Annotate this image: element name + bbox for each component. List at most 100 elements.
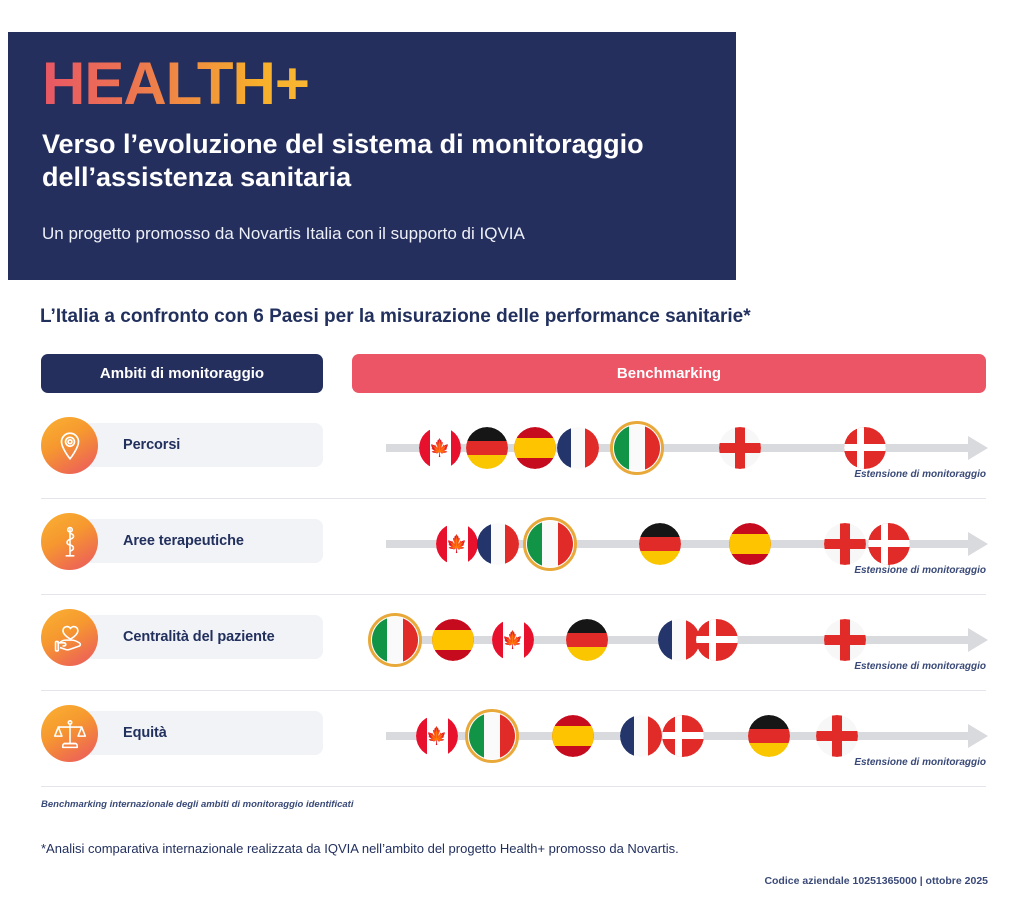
axis-arrow-icon [968,628,988,652]
flag-germania[interactable] [466,427,508,469]
row-left-block: Equità [41,705,325,771]
benchmark-track: 🍁 Estensione di monitoraggio [344,403,988,498]
flag-graphic [527,521,573,567]
row-label-pill[interactable]: Centralità del paziente [69,615,323,659]
benchmark-row: Equità 🍁 Estensione di monitoraggio [41,691,988,787]
asclepius-rod-icon [41,513,98,570]
axis-arrow-icon [968,436,988,460]
flag-graphic [372,617,418,663]
flag-graphic [477,523,519,565]
flag-spagna[interactable] [729,523,771,565]
header-right-label: Benchmarking [616,365,722,382]
axis-line [386,444,972,452]
flag-danimarca[interactable] [868,523,910,565]
flag-graphic [469,713,515,759]
flag-graphic [719,427,761,469]
header-ambiti-di-monitoraggio: Ambiti di monitoraggio [41,354,323,393]
axis-arrow-icon [968,532,988,556]
flag-graphic [748,715,790,757]
row-label: Percorsi [123,437,181,453]
row-label: Equità [123,725,167,741]
flag-graphic [466,427,508,469]
extension-label: Estensione di monitoraggio [854,757,986,768]
flag-graphic [658,619,700,661]
flag-graphic [552,715,594,757]
hero-title: Verso l’evoluzione del sistema di monito… [42,129,644,192]
header-benchmarking: Benchmarking [352,354,986,393]
scales-icon [41,705,98,762]
extension-label: Estensione di monitoraggio [854,661,986,672]
benchmark-track: 🍁 Estensione di monitoraggio [344,691,988,786]
section-title: L’Italia a confronto con 6 Paesi per la … [40,306,751,327]
flag-graphic [824,619,866,661]
flag-danimarca[interactable] [696,619,738,661]
flag-graphic [824,523,866,565]
flag-graphic [639,523,681,565]
location-pin-icon [41,417,98,474]
flag-graphic [557,427,599,469]
health-plus-logo: HEALTH+ [42,50,310,117]
flag-graphic [729,523,771,565]
hero-banner: HEALTH+ Verso l’evoluzione del sistema d… [8,32,736,280]
row-label-pill[interactable]: Percorsi [69,423,323,467]
flag-inghilterra[interactable] [816,715,858,757]
extension-label: Estensione di monitoraggio [854,469,986,480]
flag-graphic [868,523,910,565]
flag-graphic: 🍁 [419,427,461,469]
benchmarking-footnote: Benchmarking internazionale degli ambiti… [41,799,354,810]
corporate-code: Codice aziendale 10251365000 | ottobre 2… [764,875,988,887]
row-label-pill[interactable]: Equità [69,711,323,755]
flag-graphic [614,425,660,471]
flag-spagna[interactable] [514,427,556,469]
flag-canada[interactable]: 🍁 [436,523,478,565]
flag-spagna[interactable] [552,715,594,757]
flag-germania[interactable] [639,523,681,565]
row-left-block: Aree terapeutiche [41,513,325,579]
flag-graphic [432,619,474,661]
flag-italia[interactable] [368,613,422,667]
flag-graphic [514,427,556,469]
flag-graphic [816,715,858,757]
row-left-block: Percorsi [41,417,325,483]
flag-francia[interactable] [557,427,599,469]
flag-italia[interactable] [610,421,664,475]
header-left-label: Ambiti di monitoraggio [99,365,265,382]
flag-italia[interactable] [523,517,577,571]
flag-graphic [620,715,662,757]
axis-arrow-icon [968,724,988,748]
flag-spagna[interactable] [432,619,474,661]
flag-inghilterra[interactable] [824,619,866,661]
flag-danimarca[interactable] [844,427,886,469]
row-label: Centralità del paziente [123,629,275,645]
benchmark-row: Aree terapeutiche 🍁 Estensione di monitora… [41,499,988,595]
row-left-block: Centralità del paziente [41,609,325,675]
row-label-pill[interactable]: Aree terapeutiche [69,519,323,563]
flag-francia[interactable] [477,523,519,565]
flag-graphic: 🍁 [492,619,534,661]
flag-francia[interactable] [620,715,662,757]
flag-francia[interactable] [658,619,700,661]
hand-heart-icon [41,609,98,666]
benchmark-track: 🍁 Estensione di monitoraggio [344,595,988,690]
flag-graphic: 🍁 [416,715,458,757]
flag-graphic: 🍁 [436,523,478,565]
flag-canada[interactable]: 🍁 [416,715,458,757]
flag-canada[interactable]: 🍁 [492,619,534,661]
flag-graphic [696,619,738,661]
flag-germania[interactable] [748,715,790,757]
row-label: Aree terapeutiche [123,533,244,549]
flag-inghilterra[interactable] [824,523,866,565]
flag-inghilterra[interactable] [719,427,761,469]
flag-danimarca[interactable] [662,715,704,757]
flag-graphic [844,427,886,469]
benchmark-track: 🍁 Estensione di monitoraggio [344,499,988,594]
hero-subtitle: Un progetto promosso da Novartis Italia … [42,224,525,243]
analysis-footnote: *Analisi comparativa internazionale real… [41,841,679,856]
benchmark-row: Percorsi 🍁 Estensione di monitoraggio [41,403,988,499]
flag-graphic [662,715,704,757]
flag-canada[interactable]: 🍁 [419,427,461,469]
benchmark-row: Centralità del paziente 🍁 Estensione di mo… [41,595,988,691]
extension-label: Estensione di monitoraggio [854,565,986,576]
flag-germania[interactable] [566,619,608,661]
flag-italia[interactable] [465,709,519,763]
